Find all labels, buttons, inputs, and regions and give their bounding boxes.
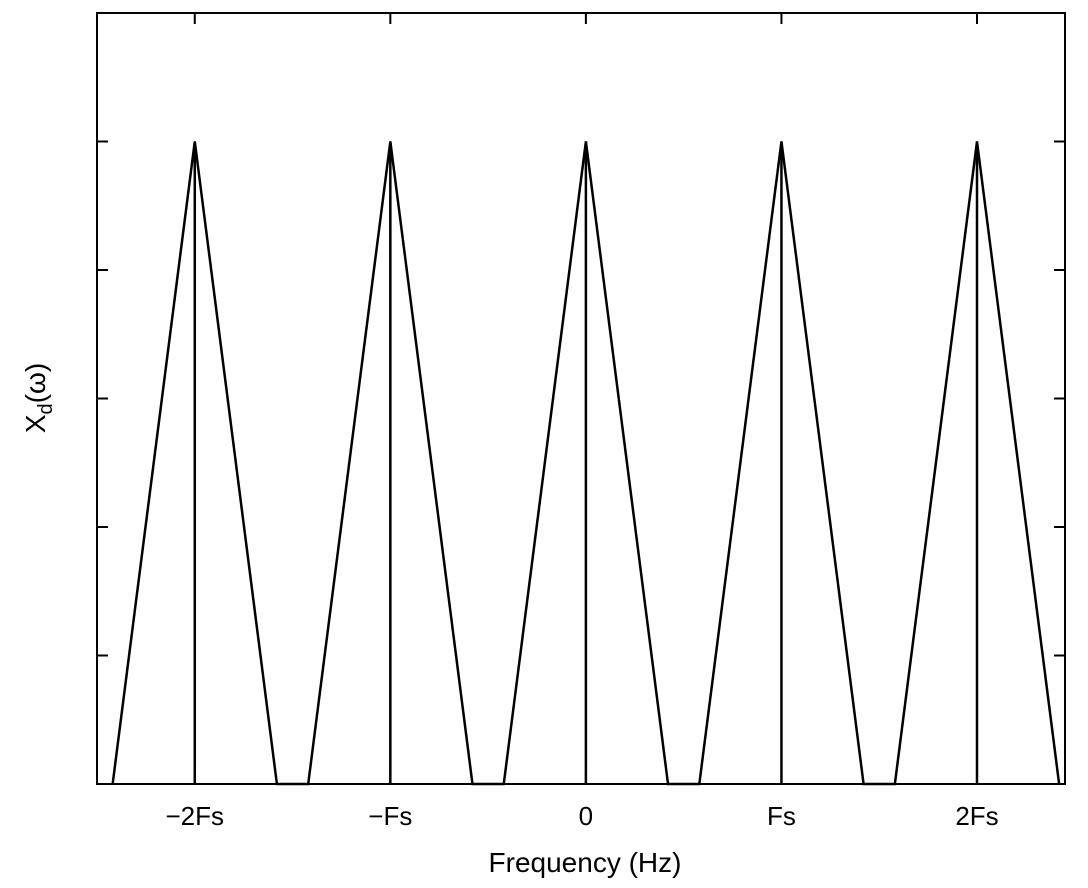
x-tick-label: −Fs [368,801,412,831]
y-axis-label-sub: d [35,403,57,414]
labels-layer: −2Fs −Fs 0 Fs 2Fs [166,801,999,831]
y-axis-label: Xd(ω) [20,363,57,433]
x-tick-label: Fs [767,801,796,831]
ticks-layer [97,12,1065,785]
y-axis-label-tail: (ω) [20,363,51,404]
x-axis-label: Frequency (Hz) [489,847,682,878]
y-axis-label-main: X [20,414,51,433]
series-layer [111,141,1061,786]
x-tick-label: −2Fs [166,801,225,831]
plot-frame [96,12,1066,785]
x-tick-label: 0 [579,801,593,831]
x-tick-label: 2Fs [955,801,998,831]
